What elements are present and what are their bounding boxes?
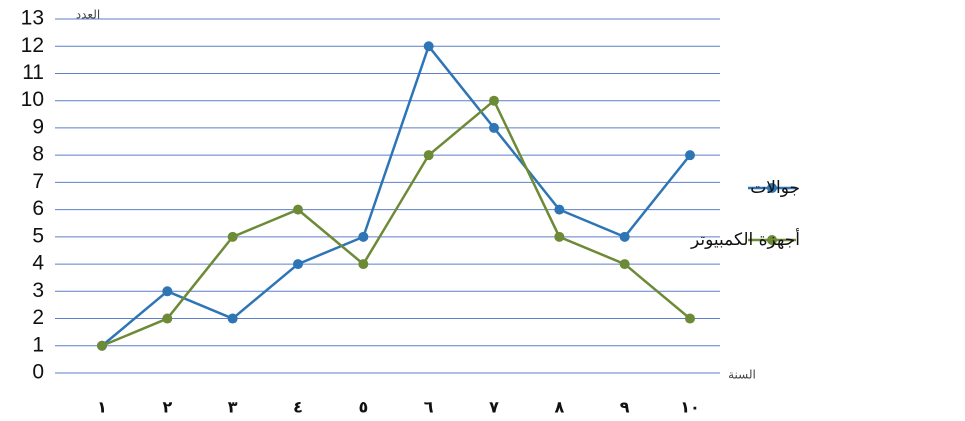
data-point [489, 122, 499, 133]
x-tick-label: ٧ [489, 398, 499, 417]
data-point [685, 313, 695, 324]
y-tick-label: 7 [32, 170, 44, 193]
series-line [101, 98, 691, 347]
legend-label: أجهزة الكمبيوتر [690, 228, 800, 250]
data-point [619, 231, 630, 242]
y-tick-label: 6 [32, 197, 44, 220]
y-tick-label: 9 [32, 115, 44, 138]
x-tick-label: ٤ [293, 398, 303, 417]
y-tick-label: 1 [32, 333, 44, 356]
legend-marker [767, 235, 777, 245]
data-point [293, 204, 303, 215]
y-tick-label: 5 [32, 224, 44, 247]
y-tick-label: 2 [32, 306, 44, 329]
y-tick-label: 0 [32, 361, 44, 384]
data-point [227, 313, 238, 324]
data-point [554, 204, 565, 215]
x-tick-label: ٥ [358, 398, 368, 417]
data-point [358, 259, 369, 270]
y-axis-label: العدد [76, 8, 100, 22]
x-tick-label: ٢ [162, 398, 172, 417]
x-tick-label: ٣ [228, 398, 238, 417]
data-point [619, 259, 630, 270]
data-point [227, 231, 238, 242]
data-point [162, 286, 173, 297]
y-tick-label: 4 [32, 252, 44, 275]
data-point [162, 313, 173, 324]
data-point [293, 259, 303, 270]
data-point [423, 41, 434, 52]
y-tick-label: 3 [32, 279, 44, 302]
data-point [489, 95, 499, 106]
x-tick-label: ٩ [620, 398, 630, 417]
x-axis-label: السنة [728, 368, 756, 382]
y-tick-label: 13 [21, 7, 44, 30]
data-point [554, 231, 565, 242]
x-tick-label: ٦ [424, 398, 434, 417]
data-point [423, 150, 434, 161]
y-tick-label: 10 [21, 88, 44, 111]
data-point [97, 340, 107, 351]
series-line [101, 43, 691, 347]
legend-label: جوالات [750, 178, 800, 198]
x-tick-label: ١٠ [680, 398, 700, 417]
y-tick-label: 8 [32, 143, 44, 166]
data-point [358, 231, 369, 242]
y-tick-label: 12 [21, 34, 44, 57]
x-tick-label: ٨ [554, 398, 564, 417]
y-tick-label: 11 [22, 61, 44, 84]
data-point [685, 150, 695, 161]
x-tick-label: ١ [97, 398, 107, 417]
legend-marker [767, 183, 777, 193]
